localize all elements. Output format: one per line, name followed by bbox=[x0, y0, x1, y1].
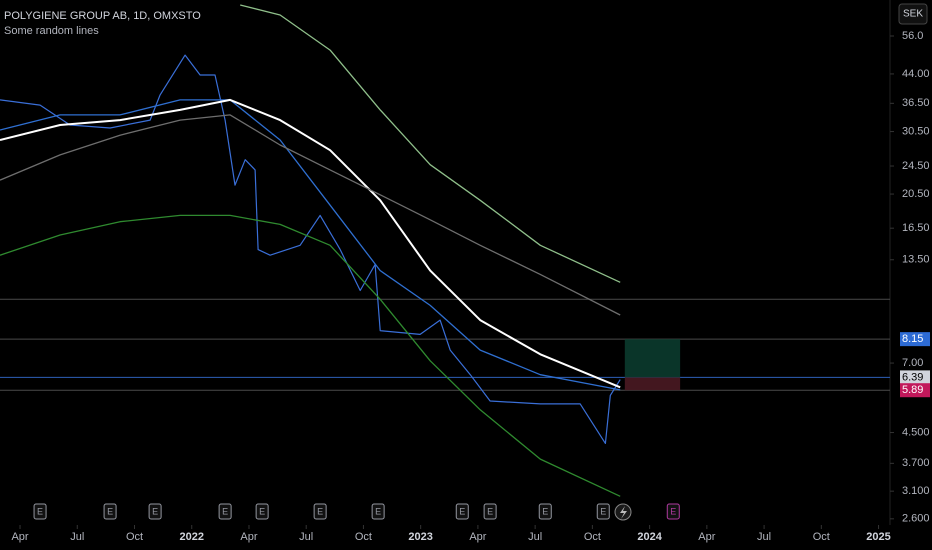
y-tick-label: 30.50 bbox=[902, 125, 930, 137]
earnings-marker[interactable] bbox=[103, 503, 117, 520]
series-line bbox=[0, 114, 621, 316]
earnings-marker[interactable] bbox=[538, 503, 552, 520]
x-tick-label: Jul bbox=[70, 531, 84, 543]
earnings-marker[interactable] bbox=[218, 503, 232, 520]
earnings-label[interactable]: E bbox=[107, 506, 113, 516]
price-badge bbox=[900, 332, 930, 347]
y-tick-label: 56.0 bbox=[902, 30, 923, 42]
earnings-label[interactable]: E bbox=[222, 506, 228, 516]
earnings-marker[interactable] bbox=[483, 503, 497, 520]
y-tick-label: 20.50 bbox=[902, 188, 930, 200]
y-tick-label: 3.700 bbox=[902, 457, 930, 469]
x-tick-label: 2022 bbox=[179, 531, 203, 543]
x-tick-label: Jul bbox=[757, 531, 771, 543]
series-line bbox=[0, 214, 621, 497]
y-tick-label: 4.500 bbox=[902, 426, 930, 438]
y-tick-label: 2.600 bbox=[902, 513, 930, 525]
x-tick-label: Apr bbox=[240, 531, 257, 543]
price-badge bbox=[900, 383, 930, 398]
x-tick-label: Apr bbox=[698, 531, 715, 543]
x-tick-label: 2023 bbox=[408, 531, 432, 543]
earnings-marker[interactable] bbox=[33, 503, 47, 520]
earnings-label[interactable]: E bbox=[600, 506, 606, 516]
earnings-label[interactable]: E bbox=[670, 506, 676, 516]
earnings-marker[interactable] bbox=[596, 503, 610, 520]
stop-zone bbox=[624, 377, 681, 391]
x-tick-label: Jul bbox=[299, 531, 313, 543]
target-zone bbox=[624, 339, 681, 378]
earnings-marker[interactable] bbox=[371, 503, 385, 520]
y-tick-label: 3.100 bbox=[902, 485, 930, 497]
series-line bbox=[240, 4, 621, 283]
x-tick-label: Oct bbox=[813, 531, 830, 543]
earnings-label[interactable]: E bbox=[259, 506, 265, 516]
y-tick-label: 16.50 bbox=[902, 222, 930, 234]
earnings-label[interactable]: E bbox=[375, 506, 381, 516]
currency-label[interactable]: SEK bbox=[903, 9, 923, 20]
price-badge-label: 8.15 bbox=[902, 333, 923, 345]
series-line bbox=[0, 98, 621, 389]
earnings-marker[interactable] bbox=[455, 503, 469, 520]
x-tick-label: 2024 bbox=[637, 531, 662, 543]
earnings-label[interactable]: E bbox=[487, 506, 493, 516]
earnings-label[interactable]: E bbox=[459, 506, 465, 516]
x-tick-label: Jul bbox=[528, 531, 542, 543]
earnings-label[interactable]: E bbox=[317, 506, 323, 516]
earnings-label[interactable]: E bbox=[152, 506, 158, 516]
flash-glyph bbox=[620, 506, 627, 519]
x-tick-label: Oct bbox=[584, 531, 601, 543]
x-tick-label: Apr bbox=[11, 531, 28, 543]
y-tick-label: 13.50 bbox=[902, 254, 930, 266]
symbol-title: POLYGIENE GROUP AB, 1D, OMXSTO bbox=[4, 10, 201, 22]
earnings-marker[interactable] bbox=[666, 503, 680, 520]
earnings-marker[interactable] bbox=[255, 503, 269, 520]
price-badge bbox=[900, 370, 930, 385]
y-tick-label: 44.00 bbox=[902, 68, 930, 80]
earnings-marker[interactable] bbox=[148, 503, 162, 520]
earnings-marker[interactable] bbox=[313, 503, 327, 520]
series-line bbox=[0, 54, 621, 444]
y-tick-label: 36.50 bbox=[902, 97, 930, 109]
x-tick-label: Oct bbox=[126, 531, 143, 543]
earnings-label[interactable]: E bbox=[37, 506, 43, 516]
y-tick-label: 24.50 bbox=[902, 160, 930, 172]
x-tick-label: 2025 bbox=[866, 531, 890, 543]
y-tick-label: 7.00 bbox=[902, 357, 923, 369]
series-line bbox=[0, 99, 621, 391]
price-badge-label: 5.89 bbox=[902, 384, 923, 396]
x-tick-label: Apr bbox=[469, 531, 486, 543]
x-tick-label: Oct bbox=[355, 531, 372, 543]
currency-button[interactable] bbox=[898, 3, 928, 25]
earnings-label[interactable]: E bbox=[542, 506, 548, 516]
price-badge-label: 6.39 bbox=[902, 371, 923, 383]
indicator-name: Some random lines bbox=[4, 25, 99, 37]
price-axis-bg bbox=[891, 28, 932, 525]
